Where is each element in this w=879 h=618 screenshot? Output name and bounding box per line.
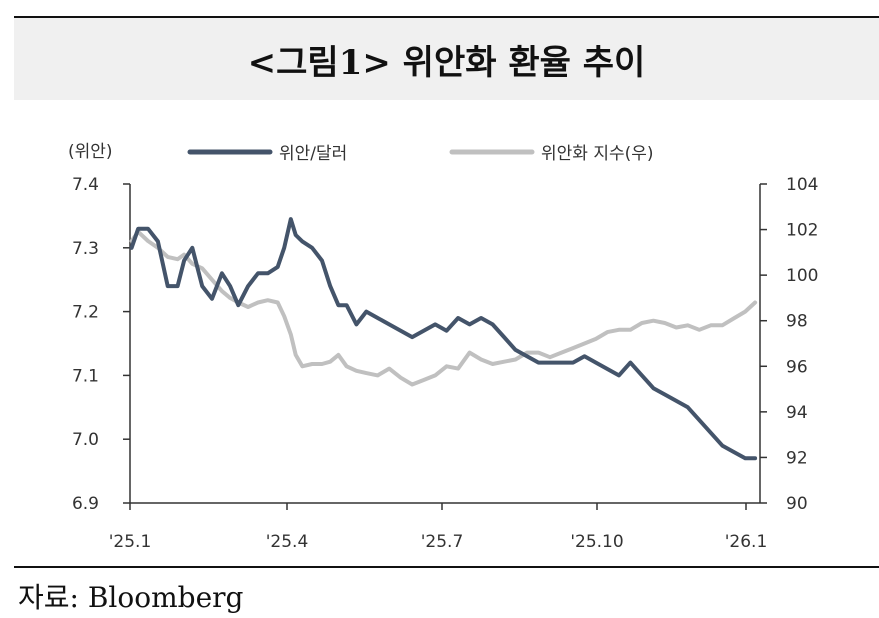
x-tick-label: '25.10: [570, 532, 623, 552]
left-tick-label: 7.3: [72, 239, 99, 259]
title-band: <그림1> 위안화 환율 추이: [14, 18, 879, 100]
series-line-cny-usd: [129, 217, 758, 461]
x-tick-label: '25.4: [266, 532, 309, 552]
right-tick-label: 100: [786, 266, 818, 286]
right-tick-label: 94: [786, 403, 808, 423]
series-line-cny-index: [129, 229, 758, 387]
right-tick-label: 98: [786, 312, 808, 332]
left-tick-label: 7.2: [72, 303, 99, 323]
x-tick-label: '25.1: [109, 532, 152, 552]
right-tick-label: 92: [786, 448, 808, 468]
legend-label: 위안/달러: [279, 144, 347, 164]
source-note: 자료: Bloomberg: [18, 581, 244, 614]
chart-legend: 위안/달러 위안화 지수(우): [187, 144, 654, 164]
left-tick-label: 7.1: [72, 366, 99, 386]
chart-axes: (위안) 7.4 7.3 7.2 7.1 7.0 6.9 104 102 100 98 96 94 92 9…: [68, 142, 818, 552]
x-tick-label: '25.7: [421, 532, 464, 552]
chart-lines: [129, 217, 758, 461]
left-tick-label: 7.4: [72, 175, 99, 195]
left-axis-unit: (위안): [68, 142, 113, 162]
top-rule: [14, 16, 879, 18]
bottom-rule: [14, 566, 879, 568]
chart-title: <그림1> 위안화 환율 추이: [247, 42, 646, 83]
right-tick-label: 104: [786, 175, 818, 195]
left-tick-label: 6.9: [72, 494, 99, 514]
left-tick-label: 7.0: [72, 430, 99, 450]
right-tick-label: 96: [786, 357, 808, 377]
right-tick-label: 90: [786, 494, 808, 514]
x-tick-label: '26.1: [725, 532, 768, 552]
right-tick-label: 102: [786, 221, 818, 241]
legend-label: 위안화 지수(우): [541, 144, 654, 164]
